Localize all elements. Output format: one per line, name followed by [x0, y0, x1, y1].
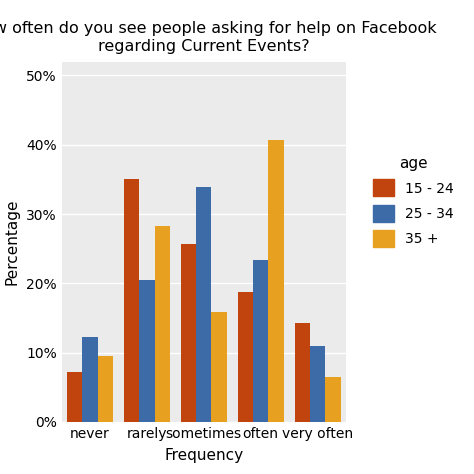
- Bar: [67, 372, 82, 422]
- Bar: [155, 227, 170, 422]
- Bar: [325, 377, 341, 422]
- Legend: 15 - 24, 25 - 34, 35 +: 15 - 24, 25 - 34, 35 +: [365, 148, 462, 255]
- Bar: [98, 356, 113, 422]
- Bar: [310, 346, 325, 422]
- Bar: [237, 292, 253, 422]
- Title: How often do you see people asking for help on Facebook
regarding Current Events: How often do you see people asking for h…: [0, 21, 436, 54]
- Bar: [139, 280, 155, 422]
- X-axis label: Frequency: Frequency: [164, 447, 243, 463]
- Bar: [181, 244, 196, 422]
- Bar: [82, 337, 98, 422]
- Bar: [211, 312, 227, 422]
- Bar: [196, 187, 211, 422]
- Bar: [268, 140, 284, 422]
- Bar: [253, 260, 268, 422]
- Bar: [294, 323, 310, 422]
- Y-axis label: Percentage: Percentage: [4, 199, 19, 285]
- Bar: [124, 179, 139, 422]
